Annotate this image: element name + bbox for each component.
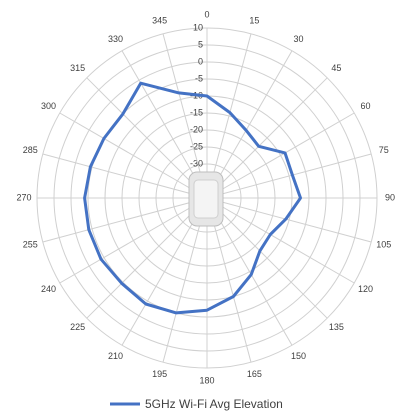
x-tick-label: 120 xyxy=(358,284,373,294)
x-tick-label: 195 xyxy=(152,369,167,379)
grid-spoke xyxy=(206,197,328,319)
y-tick-label: 5 xyxy=(198,39,203,49)
x-tick-label: 330 xyxy=(108,34,123,44)
y-tick-label: -30 xyxy=(190,158,203,168)
x-tick-label: 255 xyxy=(23,240,38,250)
x-tick-label: 90 xyxy=(385,192,395,202)
grid-spoke xyxy=(206,197,372,243)
x-tick-label: 75 xyxy=(379,145,389,155)
x-tick-label: 30 xyxy=(293,34,303,44)
y-tick-label: 0 xyxy=(198,56,203,66)
x-tick-label: 135 xyxy=(329,322,344,332)
x-tick-label: 105 xyxy=(376,240,391,250)
x-tick-label: 165 xyxy=(247,369,262,379)
device-image xyxy=(188,171,224,227)
x-tick-label: 270 xyxy=(16,192,31,202)
x-tick-label: 15 xyxy=(249,16,259,26)
x-tick-label: 240 xyxy=(41,284,56,294)
grid-spoke xyxy=(206,33,252,199)
grid-spoke xyxy=(59,112,208,199)
legend-label: 5GHz Wi-Fi Avg Elevation xyxy=(145,397,283,411)
x-tick-label: 210 xyxy=(108,351,123,361)
grid-spoke xyxy=(86,77,208,199)
series-line xyxy=(83,81,302,315)
x-tick-label: 225 xyxy=(70,322,85,332)
grid-spoke xyxy=(206,153,372,199)
grid-spoke xyxy=(59,197,208,284)
x-tick-label: 345 xyxy=(152,16,167,26)
y-tick-label: -25 xyxy=(190,141,203,151)
legend: 5GHz Wi-Fi Avg Elevation xyxy=(110,397,283,411)
grid-spoke xyxy=(162,33,208,199)
grid-spoke xyxy=(206,197,355,284)
x-tick-label: 150 xyxy=(291,351,306,361)
grid-spoke xyxy=(206,50,293,199)
x-tick-label: 45 xyxy=(331,63,341,73)
y-tick-label: -20 xyxy=(190,124,203,134)
x-tick-label: 180 xyxy=(199,375,214,385)
x-tick-label: 0 xyxy=(204,9,209,19)
x-tick-label: 285 xyxy=(23,145,38,155)
y-tick-label: -5 xyxy=(195,73,203,83)
grid-spoke xyxy=(86,197,208,319)
plot xyxy=(83,81,302,315)
grid-spoke xyxy=(206,112,355,199)
grid-spoke xyxy=(42,153,208,199)
x-tick-label: 315 xyxy=(70,63,85,73)
y-tick-label: 10 xyxy=(193,22,203,32)
grid-spoke xyxy=(206,77,328,199)
grid: -30-25-20-15-10-505100153045607590105120… xyxy=(16,9,395,385)
y-tick-label: -15 xyxy=(190,107,203,117)
grid-spoke xyxy=(42,197,208,243)
x-tick-label: 300 xyxy=(41,101,56,111)
x-tick-label: 60 xyxy=(360,101,370,111)
